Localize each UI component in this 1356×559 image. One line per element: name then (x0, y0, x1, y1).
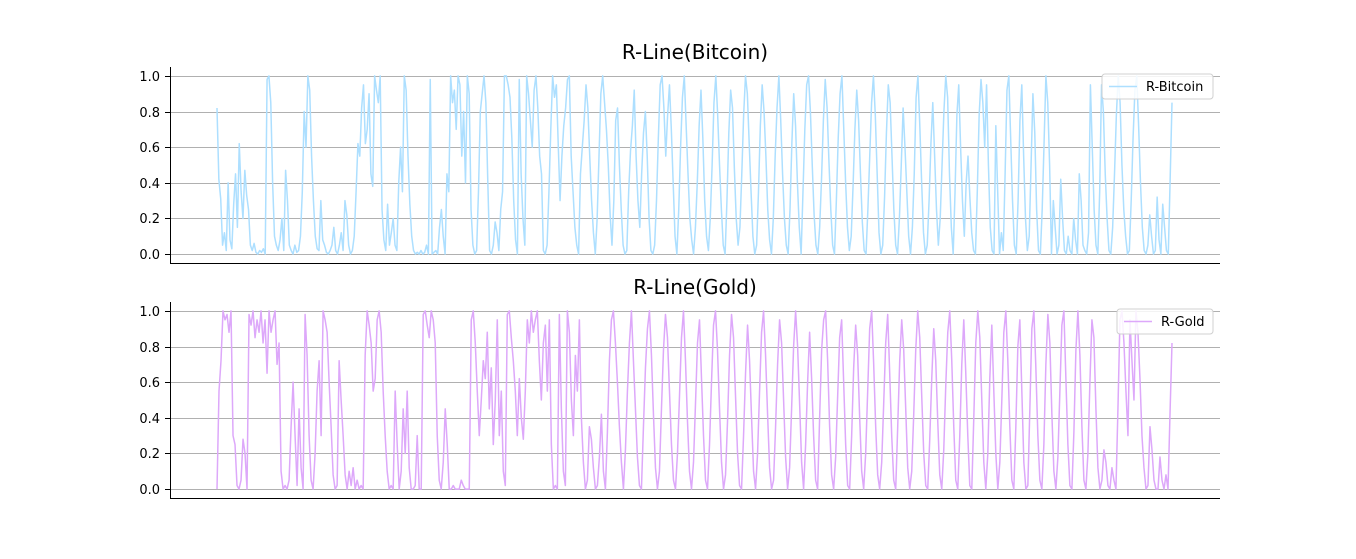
gold-y-tick-label: 1.0 (139, 305, 160, 320)
bitcoin-legend: R-Bitcoin (1101, 73, 1214, 100)
bitcoin-chart-title: R-Line(Bitcoin) (622, 40, 768, 64)
gold-y-tick-label: 0.2 (139, 447, 160, 462)
bitcoin-y-tick-label: 0.4 (139, 177, 160, 192)
gold-y-tick-label: 0.6 (139, 376, 160, 391)
gold-chart-panel: R-Line(Gold) 0.0 0.2 0.4 0.6 0.8 1.0 R-Gold (139, 275, 1220, 499)
bitcoin-y-axis: 0.0 0.2 0.4 0.6 0.8 1.0 (139, 70, 170, 263)
bitcoin-series-line (216, 75, 1173, 255)
bitcoin-chart-panel: R-Line(Bitcoin) 0.0 0.2 0.4 0.6 0.8 1.0 R-Bit… (139, 40, 1220, 264)
bitcoin-legend-label: R-Bitcoin (1146, 80, 1203, 95)
gold-chart-title: R-Line(Gold) (633, 275, 757, 299)
gold-legend-box (1116, 308, 1214, 335)
bitcoin-y-tick-label: 0.0 (139, 248, 160, 263)
gold-y-axis: 0.0 0.2 0.4 0.6 0.8 1.0 (139, 305, 170, 498)
bitcoin-y-tick-label: 1.0 (139, 70, 160, 85)
gold-y-tick-label: 0.0 (139, 483, 160, 498)
bitcoin-y-tick-label: 0.6 (139, 141, 160, 156)
gold-series-line (216, 310, 1173, 490)
bitcoin-y-tick-label: 0.2 (139, 212, 160, 227)
gold-y-tick-label: 0.8 (139, 341, 160, 356)
gold-y-tick-label: 0.4 (139, 412, 160, 427)
bitcoin-legend-box (1101, 73, 1214, 100)
bitcoin-y-tick-label: 0.8 (139, 106, 160, 121)
gold-legend-label: R-Gold (1161, 315, 1205, 330)
gold-legend: R-Gold (1116, 308, 1214, 335)
